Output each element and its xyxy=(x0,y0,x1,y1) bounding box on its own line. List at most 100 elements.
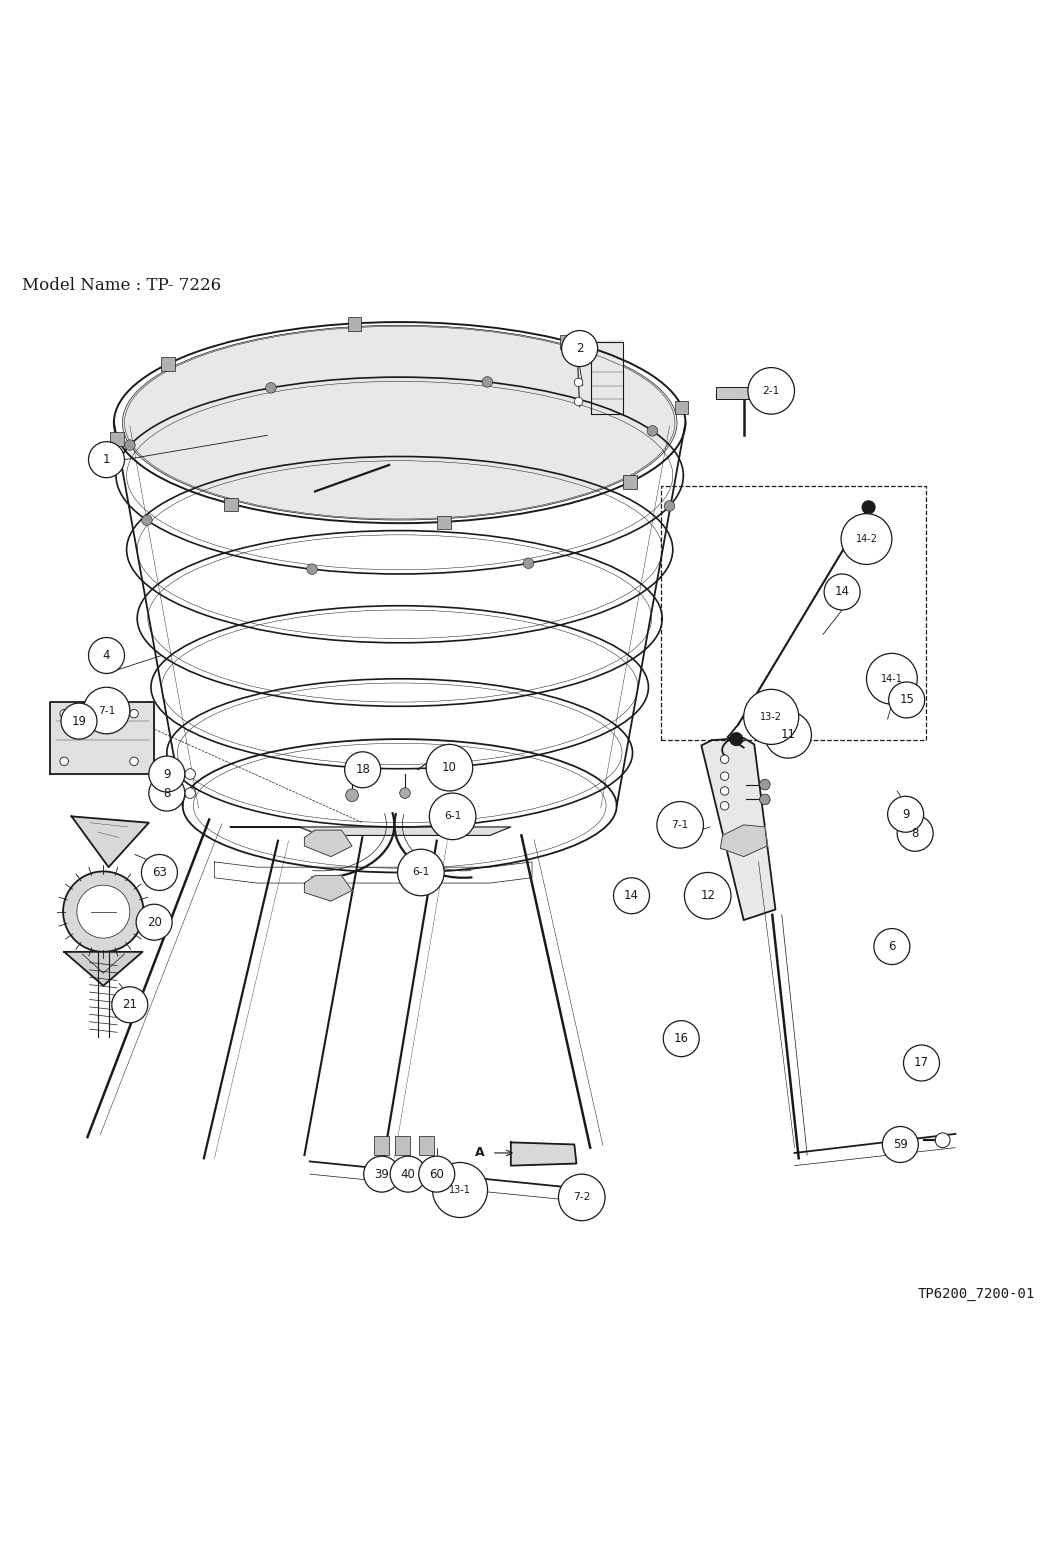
Circle shape xyxy=(684,872,731,919)
Polygon shape xyxy=(50,703,154,775)
Text: 17: 17 xyxy=(914,1056,929,1069)
Text: 13-2: 13-2 xyxy=(760,712,782,721)
Text: 13-1: 13-1 xyxy=(449,1185,471,1196)
Circle shape xyxy=(136,905,172,941)
Text: 11: 11 xyxy=(781,728,796,742)
Circle shape xyxy=(346,789,359,801)
Text: 6: 6 xyxy=(888,941,896,953)
Ellipse shape xyxy=(122,326,677,520)
Circle shape xyxy=(142,854,178,890)
Circle shape xyxy=(897,815,933,851)
Bar xyxy=(110,432,123,446)
Polygon shape xyxy=(304,829,352,856)
Circle shape xyxy=(61,703,97,739)
Circle shape xyxy=(760,793,770,804)
Circle shape xyxy=(664,501,675,512)
Circle shape xyxy=(60,757,68,765)
Circle shape xyxy=(720,801,729,811)
Circle shape xyxy=(614,878,649,914)
Polygon shape xyxy=(230,826,511,836)
Circle shape xyxy=(862,501,875,513)
Text: 2-1: 2-1 xyxy=(763,387,780,396)
Text: 7-1: 7-1 xyxy=(98,706,115,715)
Circle shape xyxy=(903,1045,940,1081)
Text: 8: 8 xyxy=(912,826,919,840)
Circle shape xyxy=(364,1157,400,1193)
Circle shape xyxy=(559,1174,605,1221)
Circle shape xyxy=(149,775,185,811)
Text: 60: 60 xyxy=(429,1167,444,1180)
Text: 8: 8 xyxy=(163,787,170,800)
Circle shape xyxy=(60,709,68,718)
Circle shape xyxy=(430,793,476,840)
Bar xyxy=(675,401,688,415)
Circle shape xyxy=(427,745,472,790)
Circle shape xyxy=(77,886,130,937)
Circle shape xyxy=(748,368,795,415)
Circle shape xyxy=(935,1133,950,1147)
Circle shape xyxy=(825,574,860,610)
Text: 21: 21 xyxy=(122,998,137,1011)
Circle shape xyxy=(83,687,130,734)
Text: 9: 9 xyxy=(902,808,910,820)
Circle shape xyxy=(390,1157,427,1193)
Text: 4: 4 xyxy=(103,649,111,662)
Circle shape xyxy=(149,756,185,792)
Text: 14-1: 14-1 xyxy=(881,675,903,684)
Text: 9: 9 xyxy=(163,767,170,781)
Circle shape xyxy=(575,357,583,366)
Text: 40: 40 xyxy=(401,1167,416,1180)
Circle shape xyxy=(575,398,583,405)
Circle shape xyxy=(266,382,277,393)
Circle shape xyxy=(185,768,196,779)
Circle shape xyxy=(398,850,444,895)
Circle shape xyxy=(720,787,729,795)
Bar xyxy=(375,1136,389,1155)
Circle shape xyxy=(760,779,770,790)
Circle shape xyxy=(124,440,135,451)
Circle shape xyxy=(130,709,138,718)
Text: TP6200_7200-01: TP6200_7200-01 xyxy=(917,1286,1035,1301)
Circle shape xyxy=(887,797,924,833)
Polygon shape xyxy=(71,817,149,867)
Text: 1: 1 xyxy=(103,454,111,466)
Circle shape xyxy=(841,513,892,565)
Circle shape xyxy=(130,757,138,765)
Text: 59: 59 xyxy=(893,1138,908,1150)
Text: 10: 10 xyxy=(442,761,456,775)
Circle shape xyxy=(482,377,493,387)
Polygon shape xyxy=(592,340,624,415)
Circle shape xyxy=(866,653,917,704)
Circle shape xyxy=(432,1163,487,1218)
Circle shape xyxy=(142,515,152,526)
Text: 14-2: 14-2 xyxy=(855,534,878,545)
Circle shape xyxy=(400,787,411,798)
Polygon shape xyxy=(64,952,143,986)
Text: 16: 16 xyxy=(674,1033,688,1045)
Circle shape xyxy=(744,689,799,745)
Text: Model Name : TP- 7226: Model Name : TP- 7226 xyxy=(22,277,221,294)
Polygon shape xyxy=(304,876,352,901)
Circle shape xyxy=(112,988,148,1024)
Circle shape xyxy=(730,732,743,745)
Bar xyxy=(396,1136,411,1155)
Bar xyxy=(161,357,174,371)
Circle shape xyxy=(88,441,124,477)
Circle shape xyxy=(575,379,583,387)
Text: 18: 18 xyxy=(355,764,370,776)
Circle shape xyxy=(663,1020,699,1056)
Polygon shape xyxy=(511,1142,577,1166)
Circle shape xyxy=(345,751,381,787)
Text: 6-1: 6-1 xyxy=(412,867,430,878)
Polygon shape xyxy=(701,739,776,920)
Text: 7-2: 7-2 xyxy=(573,1193,591,1202)
Text: 7-1: 7-1 xyxy=(671,820,688,829)
Polygon shape xyxy=(720,825,767,856)
Text: 14: 14 xyxy=(834,585,850,598)
Circle shape xyxy=(88,637,124,673)
Circle shape xyxy=(874,928,910,964)
Circle shape xyxy=(647,426,658,437)
Text: 63: 63 xyxy=(152,865,167,880)
Text: A: A xyxy=(475,1147,484,1160)
Circle shape xyxy=(720,754,729,764)
